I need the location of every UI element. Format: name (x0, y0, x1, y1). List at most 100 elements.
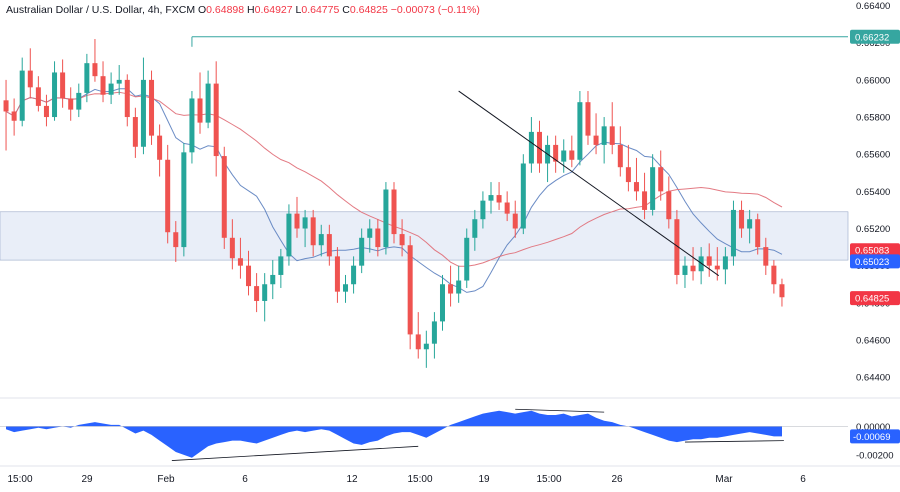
x-tick-label: 6 (800, 474, 806, 485)
candle-body (383, 189, 389, 248)
candle (488, 182, 494, 214)
candle-body (181, 152, 187, 248)
candle-body (496, 195, 502, 203)
candle-body (617, 144, 623, 168)
candle-body (132, 117, 138, 147)
candle (779, 278, 785, 307)
candle-body (60, 72, 66, 99)
support-zone-group (0, 211, 849, 261)
candle-body (658, 167, 664, 192)
candle-body (213, 83, 219, 157)
high-value: 0.64927 (254, 4, 293, 16)
candle-body (52, 72, 58, 118)
candle-body (399, 234, 405, 246)
candle (698, 247, 704, 285)
y-tick-label: 0.65800 (856, 113, 890, 124)
candle-body (43, 105, 49, 118)
divergence-line-top (515, 408, 605, 413)
candle (318, 224, 324, 257)
candle-body (351, 265, 357, 285)
candle-body (512, 213, 518, 229)
x-tick-label: 29 (81, 474, 93, 485)
candle (278, 248, 284, 288)
candle-body (173, 232, 179, 248)
candle (181, 143, 187, 257)
candle (682, 256, 688, 288)
symbol-title: Australian Dollar / U.S. Dollar, 4h, FXC… (6, 4, 196, 16)
support-zone (0, 211, 849, 261)
candle (246, 250, 252, 296)
candle-body (585, 102, 591, 136)
x-tick-label: 26 (611, 474, 623, 485)
candle-body (189, 98, 195, 153)
candle-body (415, 334, 421, 350)
candle (423, 330, 429, 368)
candle (658, 150, 664, 201)
candle (11, 98, 17, 136)
candle-body (19, 70, 25, 121)
candle (270, 260, 276, 300)
candle (480, 191, 486, 229)
y-tick-label: 0.66400 (856, 1, 890, 12)
candle (763, 237, 769, 275)
candle-body (294, 213, 300, 229)
open-value: 0.64898 (206, 4, 245, 16)
candle-body (407, 245, 413, 335)
candle-body (593, 135, 599, 145)
candle-body (536, 131, 542, 164)
y-tick-label: 0.66000 (856, 75, 890, 86)
candle (609, 102, 615, 155)
divergence-line-mar (684, 440, 784, 443)
change-value: −0.00073 (−0.11%) (390, 4, 480, 16)
candle (35, 76, 41, 112)
candle (431, 312, 437, 359)
chart-header: Australian Dollar / U.S. Dollar, 4h, FXC… (6, 4, 480, 16)
candle (92, 39, 98, 82)
candle (254, 273, 260, 313)
price-tag (850, 291, 900, 306)
y-tick-label: 0.65600 (856, 150, 890, 161)
candle-body (730, 209, 736, 257)
y-tick-label: 0.64600 (856, 335, 890, 346)
candle-body (722, 256, 728, 270)
x-tick-label: 6 (242, 474, 248, 485)
candle-body (431, 321, 437, 344)
candle (286, 204, 292, 266)
candle-body (480, 200, 486, 220)
candle-body (326, 234, 332, 257)
candle-body (625, 167, 631, 183)
candle-body (698, 256, 704, 272)
candle-body (650, 167, 656, 210)
candle (237, 237, 243, 279)
candle-body (270, 274, 276, 285)
candle-body (124, 79, 130, 118)
candle-body (35, 87, 41, 106)
candle-body (3, 100, 9, 112)
candle (189, 91, 195, 164)
y-tick-label: 0.64400 (856, 373, 890, 384)
candle (512, 200, 518, 238)
candle-body (763, 247, 769, 266)
candle (448, 265, 454, 307)
x-tick-label: Mar (715, 474, 733, 485)
candle-body (68, 98, 74, 110)
candle (722, 247, 728, 285)
candle-body (577, 102, 583, 160)
candle (496, 182, 502, 210)
candle-body (690, 265, 696, 272)
candle-body (456, 280, 462, 294)
candle-body (375, 228, 381, 248)
candle-body (11, 111, 17, 121)
candle (642, 172, 648, 220)
candle (52, 61, 58, 121)
osc-tick-label: -0.00200 (856, 450, 894, 461)
candle (633, 157, 639, 201)
candle (84, 53, 90, 103)
candle-body (472, 219, 478, 238)
candle-body (569, 150, 575, 160)
candle (60, 59, 66, 108)
candle-body (674, 219, 680, 275)
x-tick-label: 15:00 (7, 474, 32, 485)
candle-body (423, 343, 429, 350)
